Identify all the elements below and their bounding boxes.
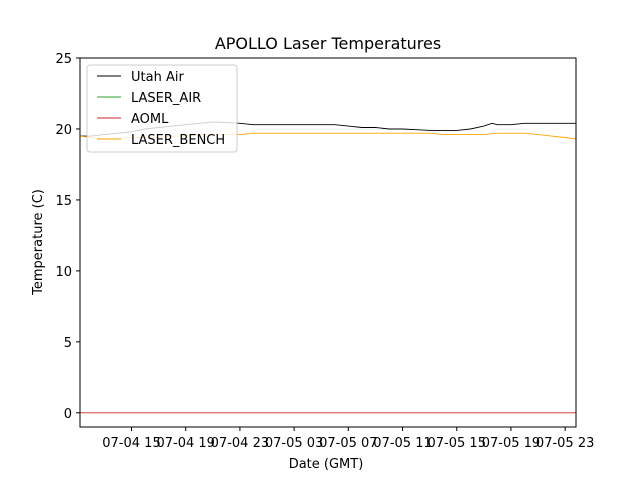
chart-title: APOLLO Laser Temperatures bbox=[215, 34, 441, 53]
legend-label: LASER_BENCH bbox=[131, 133, 225, 148]
y-tick-label: 0 bbox=[64, 407, 72, 422]
x-tick-label: 07-05 03 bbox=[265, 436, 323, 451]
legend-label: LASER_AIR bbox=[131, 91, 201, 106]
y-tick-label: 20 bbox=[55, 123, 72, 138]
y-tick-label: 10 bbox=[55, 265, 72, 280]
legend-label: AOML bbox=[131, 112, 169, 127]
plot-frame bbox=[79, 57, 577, 428]
x-tick-label: 07-05 19 bbox=[482, 436, 540, 451]
legend-box bbox=[86, 64, 238, 153]
legend: Utah Air LASER_AIR AOML LASER_BENCH bbox=[86, 64, 238, 153]
legend-label: Utah Air bbox=[131, 70, 184, 85]
x-tick-label: 07-04 23 bbox=[211, 436, 269, 451]
x-tick-label: 07-05 15 bbox=[428, 436, 486, 451]
y-tick-label: 25 bbox=[55, 52, 72, 67]
y-tick-label: 5 bbox=[64, 336, 72, 351]
x-tick-label: 07-05 07 bbox=[319, 436, 377, 451]
x-tick-label: 07-04 15 bbox=[102, 436, 160, 451]
x-tick-label: 07-05 23 bbox=[536, 436, 594, 451]
x-tick-label: 07-04 19 bbox=[156, 436, 214, 451]
y-axis-label: Temperature (C) bbox=[31, 189, 46, 296]
y-tick-label: 15 bbox=[55, 194, 72, 209]
x-axis-label: Date (GMT) bbox=[289, 457, 364, 472]
x-tick-label: 07-05 11 bbox=[373, 436, 431, 451]
